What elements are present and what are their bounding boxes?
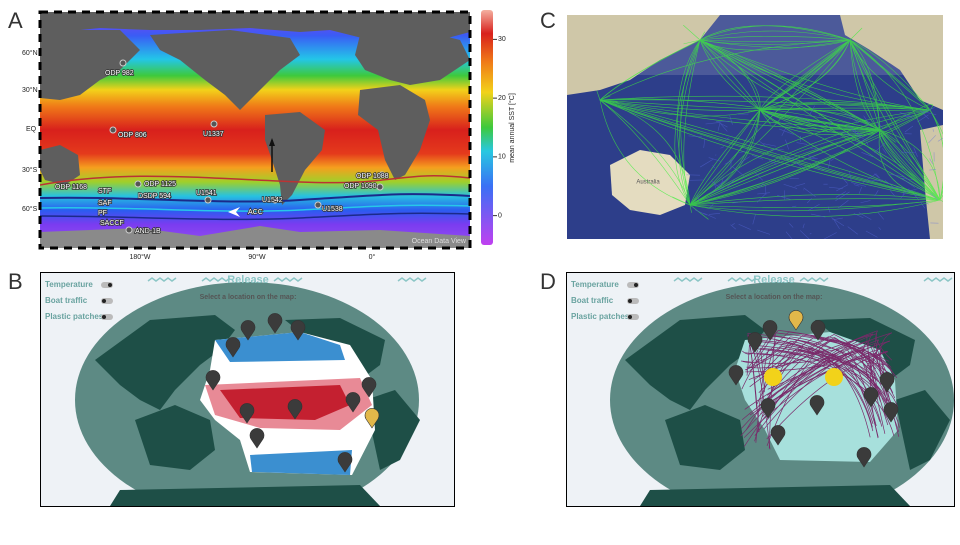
front-label: STF <box>98 188 111 195</box>
site-label: ODP 1090 <box>344 183 377 190</box>
site-label: DSDP 594 <box>138 193 171 200</box>
site-marker <box>110 127 116 133</box>
app-title: Release <box>753 274 795 286</box>
site-label: U1542 <box>262 197 283 204</box>
lat-label: 60°S <box>22 205 38 213</box>
lon-label: 90°W <box>248 253 266 261</box>
site-label: AND-1B <box>135 228 161 235</box>
app-map <box>75 282 420 518</box>
panel-letter: B <box>8 269 23 294</box>
site-marker <box>315 202 321 208</box>
site-label: ODP 806 <box>118 132 147 139</box>
credit: Ocean Data View <box>412 238 467 245</box>
site-marker <box>377 184 383 190</box>
toggle-label: Boat traffic <box>571 296 614 305</box>
place-label: Australia <box>636 180 660 186</box>
site-label: U1337 <box>203 131 224 138</box>
colorbar-label: mean annual SST [°C] <box>508 93 516 163</box>
site-marker <box>135 181 141 187</box>
panel-letter: D <box>540 269 556 294</box>
toggle-label: Plastic patches <box>45 312 104 321</box>
site-marker <box>126 227 132 233</box>
site-label: ODP 1168 <box>55 184 87 191</box>
lon-label: 180°W <box>129 253 150 261</box>
colorbar-tick-label: 0 <box>498 212 502 219</box>
site-marker <box>120 60 126 66</box>
toggle-label: Plastic patches <box>571 312 630 321</box>
app-map <box>610 282 954 518</box>
panel-letter: C <box>540 8 556 33</box>
colorbar-tick-label: 20 <box>498 95 506 102</box>
front-label: SAF <box>98 200 112 207</box>
toggle-knob <box>102 315 106 319</box>
site-label: ODP 1088 <box>356 173 389 180</box>
prompt: Select a location on the map: <box>726 294 823 301</box>
lat-label: 30°N <box>22 86 38 94</box>
lat-label: 30°S <box>22 166 38 174</box>
lat-label: EQ <box>26 126 37 133</box>
toggle-label: Temperature <box>571 280 619 289</box>
front-label: PF <box>98 210 107 217</box>
toggle-knob <box>628 299 632 303</box>
site-marker <box>211 121 217 127</box>
toggle-knob <box>102 299 106 303</box>
site-marker <box>205 197 211 203</box>
site-label: U1538 <box>322 206 343 213</box>
lat-label: 60°N <box>22 49 38 57</box>
toggle-label: Boat traffic <box>45 296 88 305</box>
toggle-knob <box>108 283 112 287</box>
colorbar <box>481 10 493 245</box>
front-label: SACCF <box>100 220 124 227</box>
toggle-label: Temperature <box>45 280 93 289</box>
traffic-map: Australia <box>567 15 958 240</box>
app-title: Release <box>227 274 269 286</box>
panel-letter: A <box>8 8 23 33</box>
site-label: U1541 <box>196 190 217 197</box>
toggle-knob <box>628 315 632 319</box>
front-label: ACC <box>248 209 263 216</box>
prompt: Select a location on the map: <box>200 294 297 301</box>
site-label: ODP 982 <box>105 70 134 77</box>
toggle-knob <box>634 283 638 287</box>
lon-label: 0° <box>369 253 376 261</box>
colorbar-tick-label: 10 <box>498 154 506 161</box>
site-label: ODP 1125 <box>144 181 176 188</box>
colorbar-tick-label: 30 <box>498 36 506 43</box>
